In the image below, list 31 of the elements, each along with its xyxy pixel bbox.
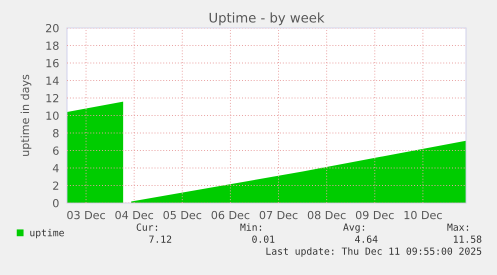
x-tick-label: 10 Dec — [404, 210, 442, 220]
text: Cur: — [136, 223, 158, 231]
y-tick-label: 8 — [53, 128, 59, 138]
x-tick-label: 06 Dec — [212, 210, 250, 220]
text: Min: — [240, 223, 262, 231]
y-tick-label: 18 — [46, 41, 59, 50]
chart-title: Uptime - by week — [210, 12, 324, 26]
text: Max: — [447, 224, 468, 231]
x-tick-label: 09 Dec — [356, 210, 394, 220]
text: Avg: — [343, 224, 364, 233]
y-tick-label: 20 — [46, 24, 59, 32]
y-tick-label: 14 — [46, 76, 59, 85]
x-tick-label: 08 Dec — [308, 210, 346, 220]
y-tick-label: 16 — [46, 58, 59, 68]
legend-label: uptime — [30, 228, 64, 238]
y-tick-label: 4 — [52, 164, 59, 172]
y-tick-label: 10 — [46, 111, 59, 120]
x-tick-label: 03 Dec — [67, 210, 105, 220]
text: Last update: Thu Dec 11 09:55:00 2025 — [266, 247, 482, 257]
text: 11.58 — [454, 235, 482, 243]
x-tick-label: 04 Dec — [115, 210, 154, 220]
y-tick-label: 12 — [46, 94, 58, 102]
y-axis-title: uptime in days — [20, 74, 32, 156]
text: 4.64 — [355, 235, 378, 243]
y-tick-label: 6 — [53, 146, 59, 155]
y-tick-label: 2 — [53, 181, 58, 190]
text: 7.12 — [149, 235, 172, 243]
x-tick-label: 07 Dec — [260, 210, 298, 220]
x-tick-label: 05 Dec — [163, 210, 202, 220]
y-tick-label: 0 — [53, 198, 59, 208]
text: 0.01 — [252, 235, 274, 243]
